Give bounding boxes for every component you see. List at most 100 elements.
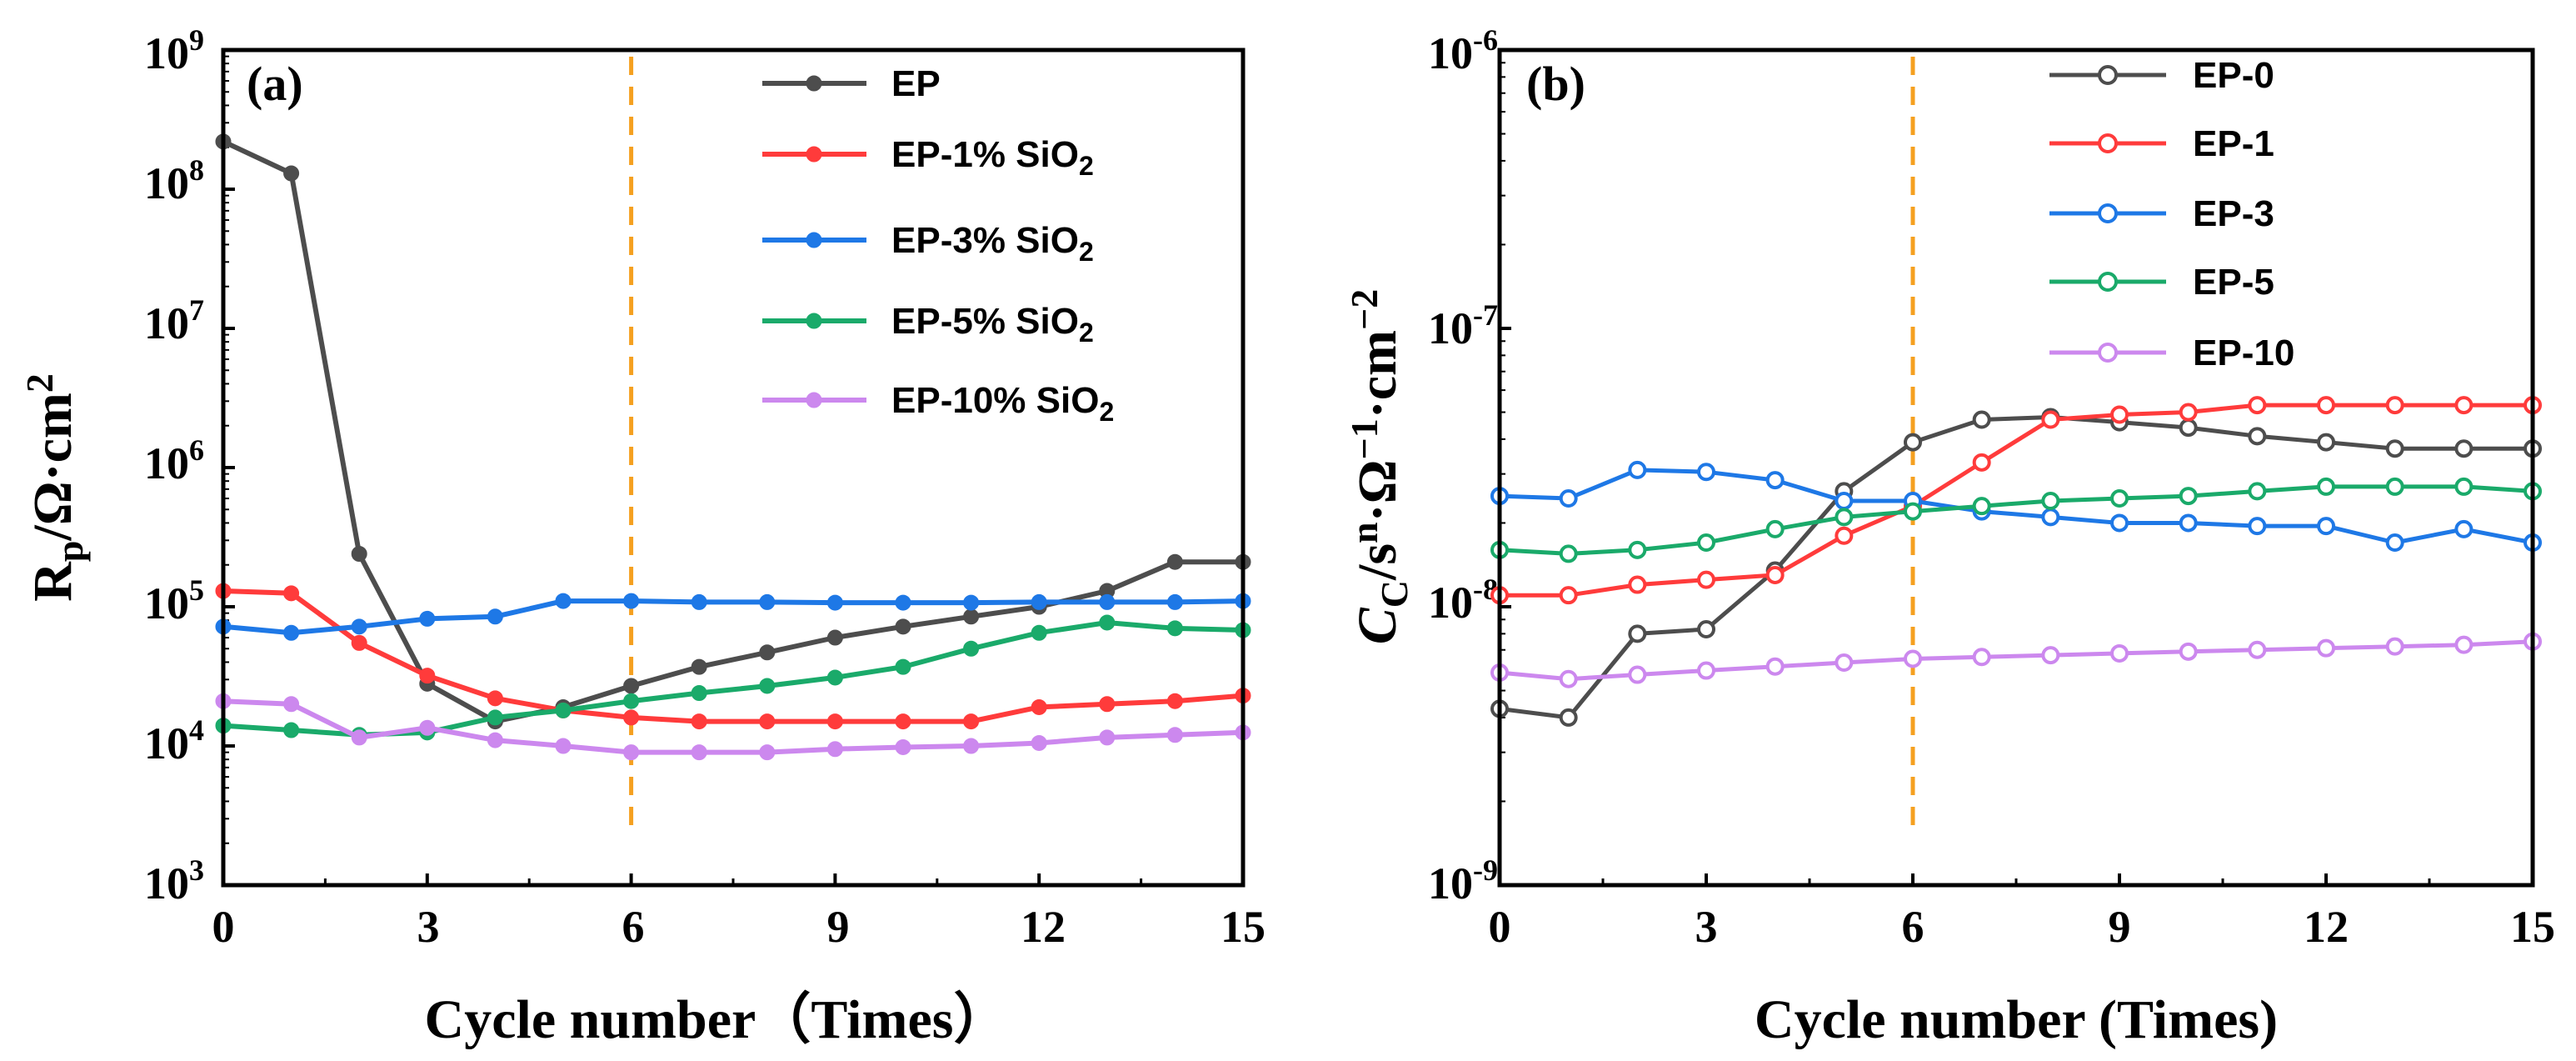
panel-a-data-point-ep-3-sio2 [555, 593, 572, 609]
panel-a-data-point-ep [895, 618, 911, 635]
panel-a-x-tick-label: 15 [1221, 902, 1266, 952]
panel-b-data-point-ep-3 [2317, 517, 2335, 536]
legend-label: EP [891, 63, 941, 104]
panel-b-data-point-ep-10 [1765, 657, 1785, 676]
panel-b-data-point-ep-5 [1972, 497, 1991, 516]
panel-a-data-point-ep-10-sio2 [623, 744, 640, 761]
panel-a-data-point-ep-1-sio2 [623, 709, 640, 726]
panel-b-data-point-ep-3 [2454, 519, 2474, 538]
panel-a-data-point-ep-5-sio2 [826, 669, 843, 686]
panel-a-data-point-ep [826, 629, 843, 646]
panel-a-data-point-ep-5-sio2 [487, 709, 503, 726]
panel-b-series-line-ep-1 [1500, 403, 2533, 598]
panel-b-data-point-ep-3 [2179, 513, 2198, 533]
panel-a-data-point-ep-5-sio2 [1099, 614, 1116, 631]
panel-a-data-point-ep-1-sio2 [1099, 696, 1116, 713]
legend-label: EP-5% SiO2 [891, 301, 1094, 348]
panel-b-x-axis-title: Cycle number (Times) [1755, 989, 2278, 1050]
panel-a-y-tick-label: 103 [144, 853, 204, 908]
panel-b-data-point-ep-1 [1559, 586, 1578, 605]
panel-a-data-point-ep [963, 608, 980, 625]
panel-a-data-point-ep [691, 658, 707, 675]
panel-a-x-tick-label: 9 [827, 902, 850, 952]
panel-b-data-point-ep-1 [1972, 453, 1991, 472]
panel-a-data-point-ep-1-sio2 [963, 713, 980, 730]
panel-b-data-point-ep-3 [1835, 492, 1854, 511]
panel-b-data-point-ep-1 [2385, 396, 2404, 415]
legend-label: EP-10 [2193, 333, 2294, 373]
panel-a-y-tick-label: 105 [144, 573, 204, 628]
panel-b-data-point-ep-0 [1628, 624, 1647, 643]
panel-b-data-point-ep-0 [1972, 410, 1991, 429]
panel-b-data-point-ep-0 [1559, 708, 1578, 727]
legend-marker [806, 232, 822, 248]
panel-b-x-tick-label: 6 [1902, 902, 1925, 952]
panel-b-y-tick-label: 10-9 [1428, 853, 1498, 908]
panel-b-series-line-ep-0 [1499, 415, 2533, 720]
panel-b-plot-marks [1490, 48, 2542, 887]
panel-b-data-point-ep-0 [2317, 433, 2335, 452]
panel-b-label: (b) [1526, 57, 1585, 111]
legend-label: EP-3 [2193, 193, 2274, 234]
panel-a-data-point-ep-10-sio2 [487, 732, 503, 748]
panel-a-data-point-ep-5-sio2 [555, 702, 572, 718]
panel-b-y-axis-title: CC/sn·Ω−1·cm−2 [1343, 289, 1415, 645]
panel-b-data-point-ep-5 [1697, 533, 1715, 553]
panel-a-data-point-ep-1-sio2 [691, 713, 707, 730]
panel-b-data-point-ep-5 [2041, 492, 2060, 511]
panel-b-data-point-ep-0 [1904, 433, 1922, 452]
panel-b-y-tick-label: 10-7 [1428, 298, 1498, 353]
panel-a-x-tick-label: 3 [417, 902, 440, 952]
panel-a-data-point-ep-3-sio2 [691, 593, 707, 610]
panel-a-data-point-ep-10-sio2 [1031, 734, 1047, 751]
panel-a-y-axis-title: Rp/Ω·cm2 [18, 373, 91, 602]
panel-b: CC/sn·Ω−1·cm−2 10-9 10-8 10-7 10-6 0 3 6… [1343, 23, 2555, 1050]
legend-label: EP-10% SiO2 [891, 380, 1114, 427]
panel-a-data-point-ep-10-sio2 [283, 696, 300, 713]
panel-a-data-point-ep-3-sio2 [1166, 593, 1183, 610]
panel-a-series-line-ep-10-sio2 [222, 698, 1244, 755]
panel-a-data-point-ep-10-sio2 [826, 741, 843, 758]
panel-a-data-point-ep-1-sio2 [759, 713, 776, 730]
panel-a-data-point-ep-3-sio2 [487, 608, 503, 625]
panel-a-data-point-ep-10-sio2 [759, 744, 776, 761]
panel-b-data-point-ep-5 [1765, 519, 1785, 538]
panel-a-data-point-ep-3-sio2 [759, 593, 776, 610]
panel-b-data-point-ep-5 [1559, 544, 1578, 563]
panel-a-y-tick-label: 109 [144, 23, 204, 78]
panel-a-data-point-ep-10-sio2 [1099, 729, 1116, 746]
panel-b-data-point-ep-1 [2454, 396, 2474, 415]
panel-b-data-point-ep-3 [2248, 517, 2267, 536]
panel-b-data-point-ep-5 [2179, 487, 2198, 506]
panel-a-data-point-ep-10-sio2 [895, 738, 911, 755]
legend-label: EP-1 [2193, 123, 2274, 164]
panel-a-data-point-ep-5-sio2 [963, 640, 980, 657]
panel-a-data-point-ep-1-sio2 [1031, 698, 1047, 715]
panel-a-data-point-ep-10-sio2 [555, 738, 572, 754]
panel-a-y-tick-label: 104 [144, 713, 204, 768]
panel-a-series-line-ep-5-sio2 [222, 620, 1244, 738]
legend-marker [806, 75, 822, 92]
panel-b-data-point-ep-10 [1972, 648, 1991, 667]
panel-b-data-point-ep-1 [2179, 403, 2198, 422]
panel-a-plot-frame [221, 48, 1246, 888]
panel-b-data-point-ep-1 [2041, 410, 2060, 429]
panel-b-data-point-ep-0 [2385, 439, 2404, 458]
panel-a-data-point-ep-10-sio2 [419, 719, 436, 736]
panel-b-data-point-ep-5 [2385, 477, 2404, 496]
panel-b-series-line-ep-5 [1499, 484, 2534, 556]
panel-b-series-line-ep-10 [1499, 639, 2534, 682]
panel-a-data-point-ep-3-sio2 [826, 594, 843, 611]
panel-b-data-point-ep-10 [2041, 646, 2060, 665]
panel-b-data-point-ep-3 [1628, 460, 1647, 479]
legend-item-ep-0: EP-0 [2049, 55, 2274, 96]
panel-b-plot-frame [1497, 48, 2535, 888]
panel-a-data-point-ep-5-sio2 [283, 722, 300, 738]
panel-b-y-tick-label: 10-6 [1428, 23, 1498, 78]
legend-item-ep-3: EP-3 [2049, 193, 2274, 234]
panel-b-data-point-ep-5 [2454, 477, 2474, 496]
panel-a-data-point-ep-10-sio2 [691, 744, 707, 761]
panel-a-data-point-ep-3-sio2 [351, 618, 367, 635]
panel-a: Rp/Ω·cm2 103 104 105 106 107 108 109 0 3… [18, 23, 1266, 1050]
